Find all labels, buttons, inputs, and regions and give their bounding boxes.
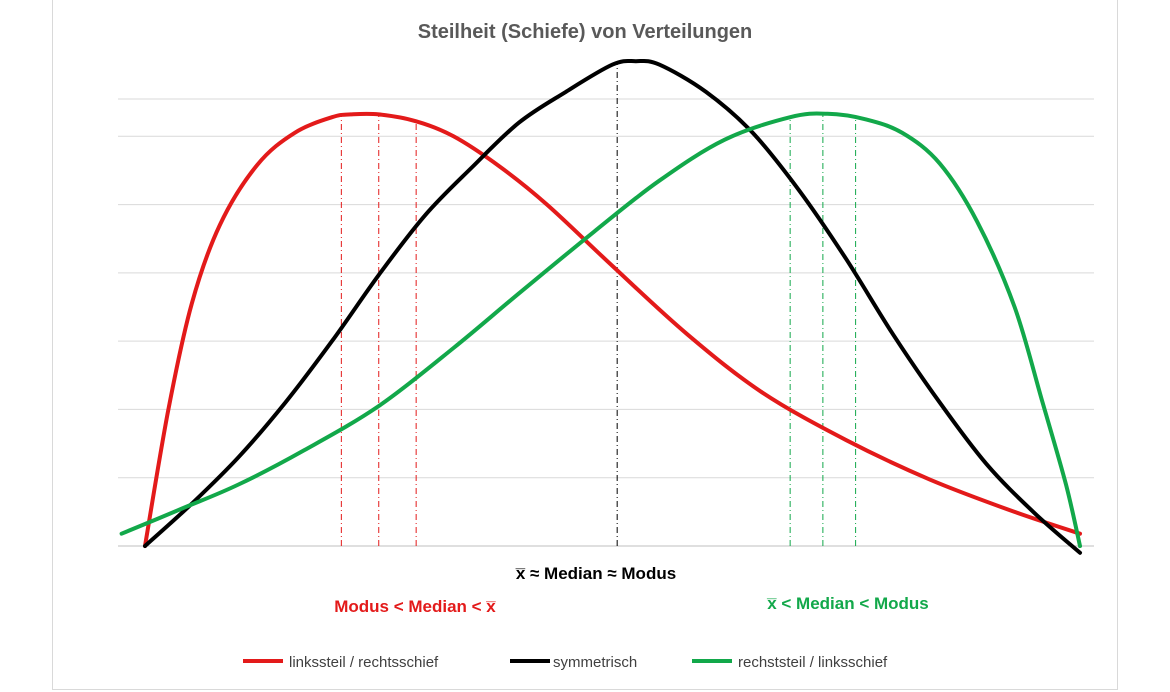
- annotation-left-skewed: x̅ < Median < Modus: [767, 594, 929, 613]
- legend-item-symmetrisch: symmetrisch: [510, 654, 637, 671]
- chart-frame: [52, 0, 1118, 690]
- legend-item-linkssteil: linkssteil / rechtsschief: [243, 654, 439, 671]
- series-line-symmetrisch: [143, 58, 1082, 555]
- legend-label-linkssteil: linkssteil / rechtsschief: [289, 654, 439, 671]
- series-line-linkssteil: [143, 111, 1082, 548]
- legend-label-rechtssteil: rechststeil / linksschief: [738, 654, 888, 671]
- reference-lines: [340, 63, 857, 546]
- series-line-rechtssteil: [119, 111, 1082, 548]
- legend: linkssteil / rechtsschief symmetrisch re…: [243, 654, 888, 671]
- chart-title: Steilheit (Schiefe) von Verteilungen: [418, 21, 753, 43]
- distribution-curves: [119, 58, 1082, 555]
- gridlines: [118, 98, 1094, 547]
- legend-item-rechtssteil: rechststeil / linksschief: [692, 654, 888, 671]
- annotation-symmetric: x̅ ≈ Median ≈ Modus: [515, 564, 676, 583]
- legend-label-symmetrisch: symmetrisch: [553, 654, 637, 671]
- annotation-right-skewed: Modus < Median < x̅: [334, 597, 496, 616]
